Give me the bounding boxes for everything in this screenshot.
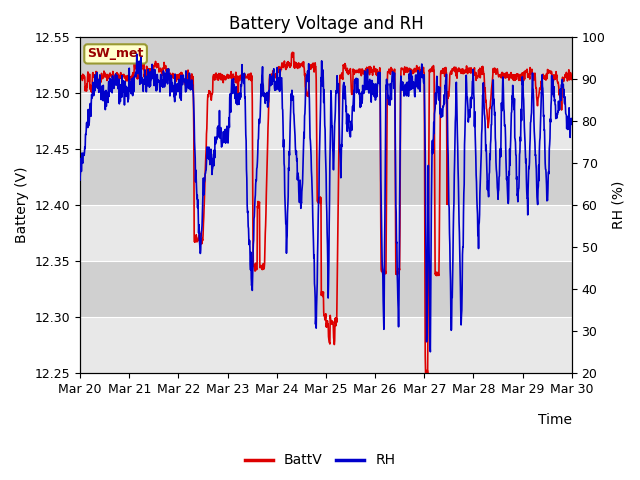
- BattV: [289, 49, 296, 55]
- BattV: [568, 75, 576, 81]
- BattV: [173, 74, 181, 80]
- BattV: [403, 68, 410, 73]
- RH: [467, 95, 474, 100]
- RH: [174, 83, 182, 88]
- Y-axis label: RH (%): RH (%): [611, 181, 625, 229]
- Line: BattV: BattV: [80, 52, 572, 373]
- BattV: [241, 72, 248, 77]
- RH: [133, 51, 141, 57]
- Bar: [80, 37, 572, 93]
- Text: SW_met: SW_met: [88, 48, 144, 60]
- Bar: [80, 317, 572, 373]
- Bar: [80, 205, 572, 261]
- Bar: [80, 93, 572, 149]
- RH: [76, 177, 84, 183]
- Text: Time: Time: [538, 413, 572, 427]
- Line: RH: RH: [80, 54, 572, 352]
- RH: [241, 95, 248, 101]
- BattV: [76, 70, 84, 75]
- RH: [510, 107, 518, 113]
- RH: [186, 77, 193, 83]
- Y-axis label: Battery (V): Battery (V): [15, 167, 29, 243]
- RH: [403, 86, 410, 92]
- RH: [426, 349, 434, 355]
- Bar: [80, 261, 572, 317]
- RH: [568, 120, 576, 126]
- BattV: [422, 370, 429, 376]
- BattV: [510, 78, 518, 84]
- BattV: [467, 70, 474, 76]
- Bar: [80, 149, 572, 205]
- Legend: BattV, RH: BattV, RH: [239, 448, 401, 473]
- Title: Battery Voltage and RH: Battery Voltage and RH: [228, 15, 423, 33]
- BattV: [186, 78, 193, 84]
